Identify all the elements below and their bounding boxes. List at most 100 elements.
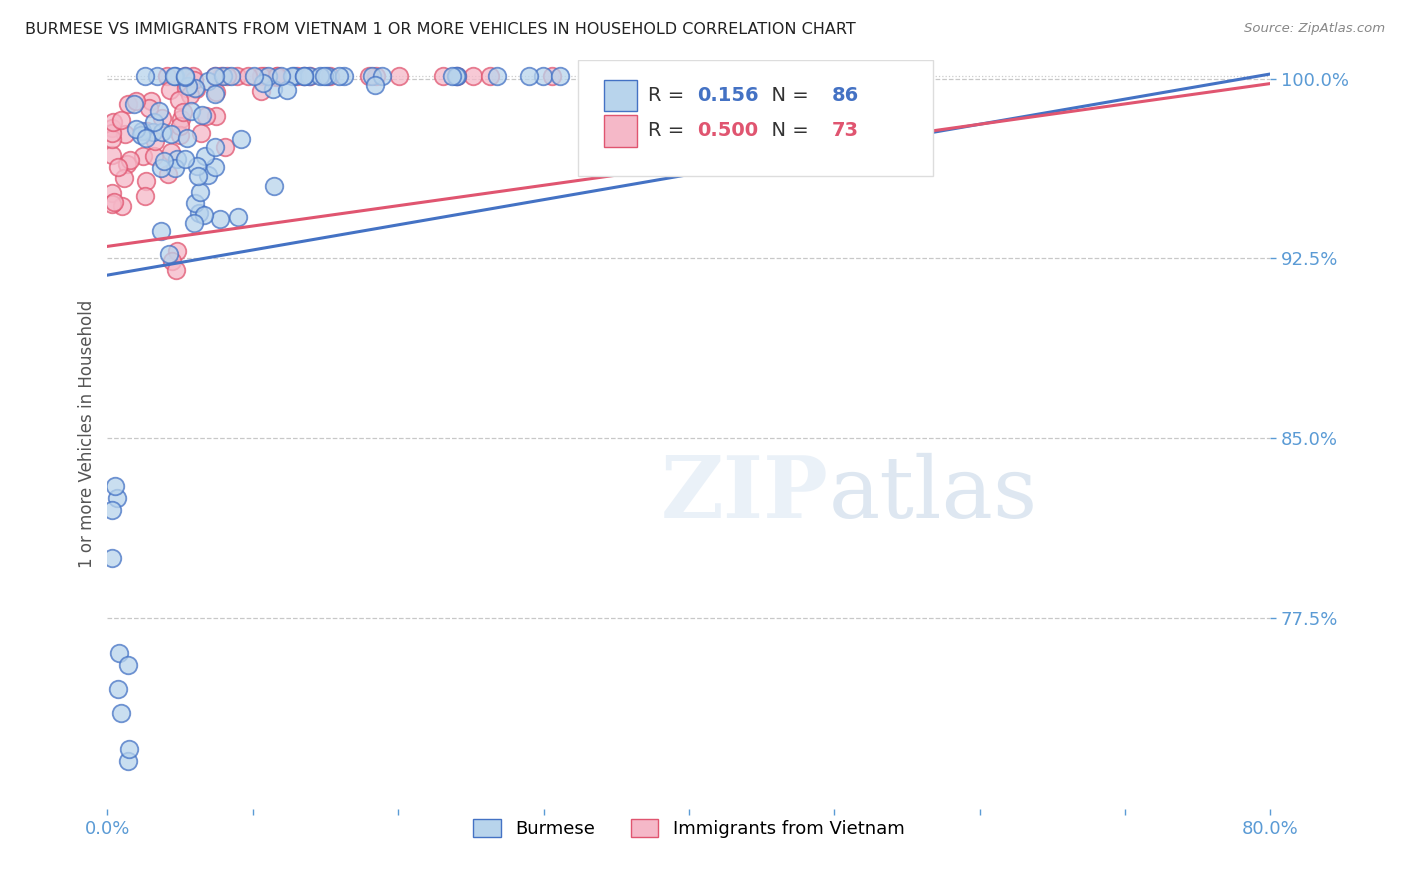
Point xyxy=(157,167,180,181)
Point xyxy=(485,70,508,84)
Point xyxy=(120,153,142,168)
Point xyxy=(187,169,209,184)
Point xyxy=(444,70,467,84)
Point xyxy=(364,78,387,92)
Point xyxy=(104,479,127,493)
Point xyxy=(531,70,554,84)
Point xyxy=(117,658,139,673)
Point xyxy=(298,70,321,84)
Point xyxy=(276,83,298,97)
Point xyxy=(136,124,159,138)
Point xyxy=(204,85,226,99)
Point xyxy=(316,70,339,84)
Point xyxy=(188,205,211,219)
Point xyxy=(517,70,540,84)
Point xyxy=(135,174,157,188)
Point xyxy=(250,70,273,84)
Point xyxy=(281,70,304,84)
Point xyxy=(478,70,501,84)
Point xyxy=(125,94,148,108)
Text: atlas: atlas xyxy=(828,453,1038,536)
Point xyxy=(359,70,381,84)
Point xyxy=(150,111,173,125)
Point xyxy=(100,126,122,140)
Text: 86: 86 xyxy=(832,86,859,105)
Point xyxy=(249,84,271,98)
Point xyxy=(150,224,173,238)
Point xyxy=(172,105,194,120)
Point xyxy=(195,109,218,123)
Point xyxy=(262,82,284,96)
Point xyxy=(257,70,280,84)
Point xyxy=(174,70,197,85)
Text: ZIP: ZIP xyxy=(661,452,828,536)
Point xyxy=(183,216,205,230)
Point xyxy=(270,70,292,84)
Point xyxy=(111,199,134,213)
Point xyxy=(107,160,129,174)
Point xyxy=(333,70,356,84)
Point xyxy=(101,115,124,129)
Point xyxy=(100,121,122,136)
Point xyxy=(159,83,181,97)
Point xyxy=(215,70,238,84)
Point xyxy=(166,152,188,166)
Point xyxy=(118,742,141,756)
Point xyxy=(204,109,226,123)
Point xyxy=(103,194,125,209)
FancyBboxPatch shape xyxy=(605,115,637,146)
Text: 0.156: 0.156 xyxy=(697,86,759,105)
Point xyxy=(146,70,169,84)
Text: R =: R = xyxy=(648,121,690,140)
Point xyxy=(229,132,252,146)
Point xyxy=(107,682,129,697)
Point xyxy=(112,171,135,186)
Point xyxy=(100,196,122,211)
Point xyxy=(170,112,193,126)
Point xyxy=(540,70,562,84)
Point xyxy=(242,70,264,84)
Text: N =: N = xyxy=(759,121,814,140)
Text: N =: N = xyxy=(759,86,814,105)
Point xyxy=(190,108,212,122)
Point xyxy=(204,87,226,101)
Point xyxy=(309,70,332,84)
Point xyxy=(166,244,188,259)
Point xyxy=(179,88,201,103)
Point xyxy=(214,140,236,154)
Point xyxy=(194,149,217,163)
Point xyxy=(169,128,191,143)
Point xyxy=(114,127,136,141)
Point xyxy=(193,208,215,222)
Point xyxy=(292,70,315,84)
Point xyxy=(183,72,205,87)
Point xyxy=(651,70,673,84)
Point xyxy=(148,103,170,118)
Point xyxy=(122,96,145,111)
Point xyxy=(181,70,204,84)
Point xyxy=(361,70,384,84)
Point xyxy=(328,70,350,84)
Point xyxy=(225,70,247,84)
Point xyxy=(163,161,186,175)
Point xyxy=(204,139,226,153)
Point xyxy=(184,195,207,210)
Point xyxy=(204,70,226,84)
Point xyxy=(160,253,183,268)
Point xyxy=(204,70,226,84)
Point xyxy=(100,132,122,146)
Point xyxy=(583,70,606,84)
Point xyxy=(134,70,156,84)
Point xyxy=(169,94,191,108)
Point xyxy=(184,81,207,95)
Point xyxy=(253,70,276,84)
Text: R =: R = xyxy=(648,86,690,105)
Point xyxy=(100,550,122,565)
Point xyxy=(135,131,157,145)
Point xyxy=(176,131,198,145)
Point xyxy=(716,70,738,84)
Point xyxy=(463,70,485,84)
Point xyxy=(263,179,285,194)
Point xyxy=(319,70,342,84)
Point xyxy=(173,70,195,84)
